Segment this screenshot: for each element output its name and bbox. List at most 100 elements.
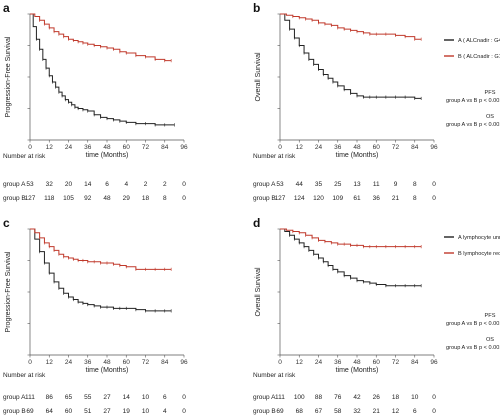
risk-row-label: group B: [253, 408, 276, 415]
x-tick-label: 36: [84, 359, 92, 366]
risk-value: 118: [44, 195, 55, 202]
series-line-a: [30, 13, 175, 126]
legend-label: B lymphocyte recovered ( LRI > 57%): [458, 251, 500, 257]
x-tick-label: 12: [46, 144, 54, 151]
risk-value: 0: [432, 181, 436, 188]
risk-value: 100: [294, 394, 305, 401]
risk-row-label: group A: [3, 394, 26, 401]
x-tick-label: 24: [65, 359, 73, 366]
risk-value: 61: [353, 195, 361, 202]
series-line-b: [280, 13, 422, 40]
risk-value: 68: [296, 408, 304, 415]
x-tick-label: 96: [430, 144, 438, 151]
risk-value: 19: [123, 408, 131, 415]
risk-row-label: group B: [3, 408, 26, 415]
risk-value: 18: [392, 394, 400, 401]
legend-label: A lymphocyte unrecovered ( LRI ≤ 57%): [458, 235, 500, 241]
x-tick-label: 12: [46, 359, 54, 366]
x-tick-label: 48: [103, 359, 111, 366]
x-tick-label: 0: [278, 359, 282, 366]
x-tick-label: 0: [278, 144, 282, 151]
risk-value: 69: [26, 408, 34, 415]
panel-label: d: [253, 216, 260, 230]
annotation-title: PFS: [485, 313, 496, 319]
x-tick-label: 72: [142, 359, 150, 366]
x-axis-label: time (Months): [86, 367, 129, 374]
risk-value: 32: [353, 408, 361, 415]
risk-value: 111: [275, 394, 285, 401]
risk-value: 11: [373, 181, 380, 188]
risk-value: 27: [103, 408, 111, 415]
risk-value: 0: [432, 408, 436, 415]
risk-value: 53: [26, 181, 34, 188]
x-tick-label: 60: [123, 359, 131, 366]
x-tick-label: 96: [180, 144, 188, 151]
risk-value: 8: [413, 195, 417, 202]
x-tick-label: 84: [161, 144, 169, 151]
risk-value: 21: [392, 195, 400, 202]
x-tick-label: 24: [315, 359, 323, 366]
x-tick-label: 72: [392, 144, 400, 151]
x-tick-label: 96: [180, 359, 188, 366]
risk-value: 120: [313, 195, 324, 202]
risk-row-label: group A: [3, 181, 26, 188]
risk-value: 9: [394, 181, 398, 188]
x-tick-label: 24: [315, 144, 323, 151]
risk-value: 27: [103, 394, 111, 401]
x-tick-label: 48: [353, 359, 361, 366]
x-tick-label: 12: [296, 144, 304, 151]
risk-row-label: group B: [3, 195, 26, 202]
risk-value: 92: [84, 195, 92, 202]
risk-value: 0: [182, 195, 186, 202]
risk-value: 86: [46, 394, 54, 401]
risk-value: 60: [65, 408, 73, 415]
series-line-b: [30, 13, 172, 62]
risk-value: 105: [63, 195, 74, 202]
annotation-text: group A vs B p < 0.001: [446, 122, 500, 128]
risk-value: 26: [373, 394, 381, 401]
risk-value: 36: [373, 195, 381, 202]
x-tick-label: 0: [28, 359, 32, 366]
risk-value: 10: [142, 394, 150, 401]
risk-value: 12: [392, 408, 400, 415]
legend-label: B ( ALCnadir : G1-3 ): [458, 54, 500, 60]
x-tick-label: 36: [84, 144, 92, 151]
x-tick-label: 72: [392, 359, 400, 366]
risk-value: 14: [84, 181, 92, 188]
annotation-text: group A vs B p < 0.001: [446, 321, 500, 327]
risk-table-title: Number at risk: [3, 153, 46, 160]
x-axis-label: time (Months): [336, 367, 379, 374]
x-axis-label: time (Months): [86, 152, 129, 159]
x-tick-label: 84: [411, 359, 419, 366]
risk-value: 42: [353, 394, 361, 401]
x-tick-label: 48: [103, 144, 111, 151]
legend-label: A ( ALCnadir : G4 ): [458, 38, 500, 44]
y-axis-label: Progression-Free Survival: [5, 36, 12, 117]
risk-value: 64: [46, 408, 54, 415]
x-tick-label: 96: [430, 359, 438, 366]
risk-value: 29: [123, 195, 131, 202]
risk-value: 127: [25, 195, 36, 202]
risk-value: 4: [124, 181, 128, 188]
y-axis-label: Progression-Free Survival: [5, 251, 12, 332]
panel-b: b Overall Survival 0 12 24 36 48 60 72 84 96 time (…: [253, 1, 500, 202]
x-tick-label: 60: [373, 359, 381, 366]
x-tick-label: 12: [296, 359, 304, 366]
risk-value: 10: [411, 394, 419, 401]
annotation-title: OS: [486, 337, 494, 343]
risk-value: 2: [163, 181, 167, 188]
risk-value: 35: [315, 181, 323, 188]
risk-value: 0: [182, 181, 186, 188]
risk-value: 21: [373, 408, 381, 415]
x-tick-label: 60: [373, 144, 381, 151]
x-tick-label: 48: [353, 144, 361, 151]
series-line-a: [30, 228, 172, 312]
x-tick-label: 24: [65, 144, 73, 151]
risk-value: 6: [105, 181, 109, 188]
panel-label: b: [253, 1, 260, 15]
risk-value: 6: [413, 408, 417, 415]
risk-value: 65: [65, 394, 73, 401]
